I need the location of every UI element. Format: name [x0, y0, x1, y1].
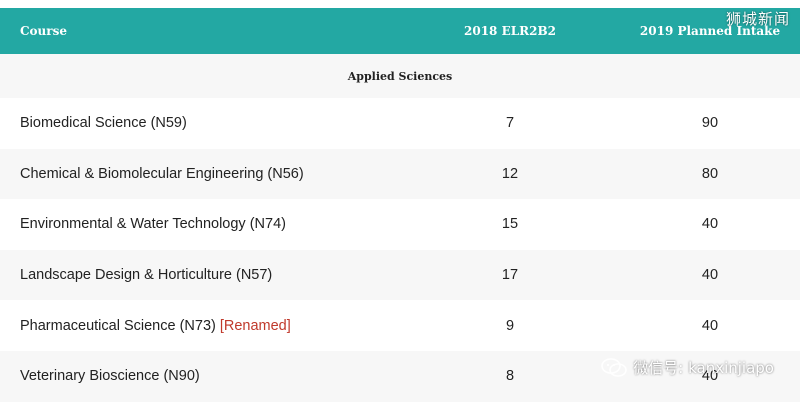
course-cell: Chemical & Biomolecular Engineering (N56…	[0, 166, 400, 182]
intake-cell: 40	[701, 317, 719, 334]
elr2b2-cell: 7	[505, 115, 515, 132]
table-row: Veterinary Bioscience (N90) 8 40	[0, 350, 800, 402]
table-row: Biomedical Science (N59) 7 90	[0, 98, 800, 149]
intake-cell: 90	[701, 115, 719, 132]
elr2b2-cell: 17	[501, 267, 519, 284]
elr2b2-cell: 8	[505, 368, 515, 385]
header-2019-planned-intake: 2019 Planned Intake	[639, 24, 781, 38]
intake-cell: 40	[701, 368, 719, 385]
course-tag: [Renamed]	[219, 317, 291, 334]
elr2b2-cell: 12	[501, 165, 519, 182]
table-row: Pharmaceutical Science (N73) [Renamed] 9 …	[0, 300, 800, 351]
intake-cell: 40	[701, 216, 719, 233]
course-name: Pharmaceutical Science (N73)	[20, 317, 216, 334]
wechat-icon	[601, 357, 628, 377]
watermark-top: 狮城新闻	[725, 10, 790, 28]
course-cell: Veterinary Bioscience (N90)	[0, 368, 400, 384]
elr2b2-cell: 15	[501, 216, 519, 233]
table-row: Landscape Design & Horticulture (N57) 17…	[0, 249, 800, 301]
table-body: Biomedical Science (N59) 7 90 Chemical &…	[0, 98, 800, 402]
course-name: Veterinary Bioscience (N90)	[20, 368, 200, 385]
course-cell: Environmental & Water Technology (N74)	[0, 216, 400, 232]
course-cell: Landscape Design & Horticulture (N57)	[0, 267, 400, 283]
course-name: Landscape Design & Horticulture (N57)	[20, 267, 273, 284]
course-name: Environmental & Water Technology (N74)	[20, 216, 286, 233]
intake-cell: 40	[701, 267, 719, 284]
watermark-bottom: 微信号: kanxinjiapo	[601, 357, 774, 378]
table-row: Environmental & Water Technology (N74) 1…	[0, 199, 800, 250]
elr2b2-cell: 9	[505, 317, 515, 334]
course-cell: Biomedical Science (N59)	[0, 115, 400, 131]
header-2018-elr2b2: 2018 ELR2B2	[464, 24, 556, 38]
intake-cell: 80	[701, 165, 719, 182]
section-title: Applied Sciences	[0, 54, 800, 98]
course-name: Chemical & Biomolecular Engineering (N56…	[20, 165, 304, 182]
course-table: Course 2018 ELR2B2 2019 Planned Intake A…	[0, 8, 800, 402]
table-header: Course 2018 ELR2B2 2019 Planned Intake	[0, 8, 800, 54]
course-name: Biomedical Science (N59)	[20, 115, 187, 132]
course-cell: Pharmaceutical Science (N73) [Renamed]	[0, 318, 400, 334]
watermark-bottom-text: 微信号: kanxinjiapo	[633, 359, 774, 377]
header-course: Course	[20, 24, 67, 38]
table-row: Chemical & Biomolecular Engineering (N56…	[0, 148, 800, 200]
